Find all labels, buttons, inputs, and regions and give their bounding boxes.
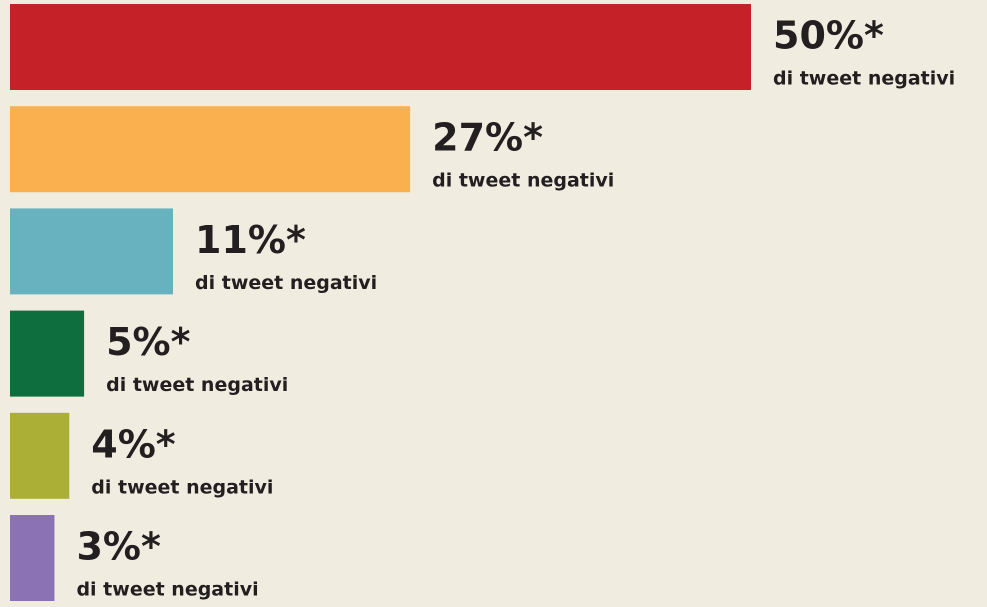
- value-label: 5%*: [106, 320, 191, 364]
- bar: [10, 208, 174, 295]
- value-label: 50%*: [773, 14, 884, 58]
- value-sublabel: di tweet negativi: [773, 68, 955, 90]
- bar: [10, 310, 85, 397]
- bar: [10, 106, 411, 193]
- bar: [10, 4, 751, 90]
- bar: [10, 515, 55, 601]
- value-sublabel: di tweet negativi: [76, 579, 258, 601]
- value-sublabel: di tweet negativi: [91, 476, 273, 498]
- value-label: 4%*: [91, 422, 176, 466]
- value-label: 11%*: [195, 218, 306, 262]
- value-label: 3%*: [76, 525, 161, 569]
- bar: [10, 412, 70, 499]
- value-label: 27%*: [432, 116, 543, 160]
- value-sublabel: di tweet negativi: [432, 170, 614, 192]
- value-sublabel: di tweet negativi: [195, 272, 377, 294]
- value-sublabel: di tweet negativi: [106, 374, 288, 396]
